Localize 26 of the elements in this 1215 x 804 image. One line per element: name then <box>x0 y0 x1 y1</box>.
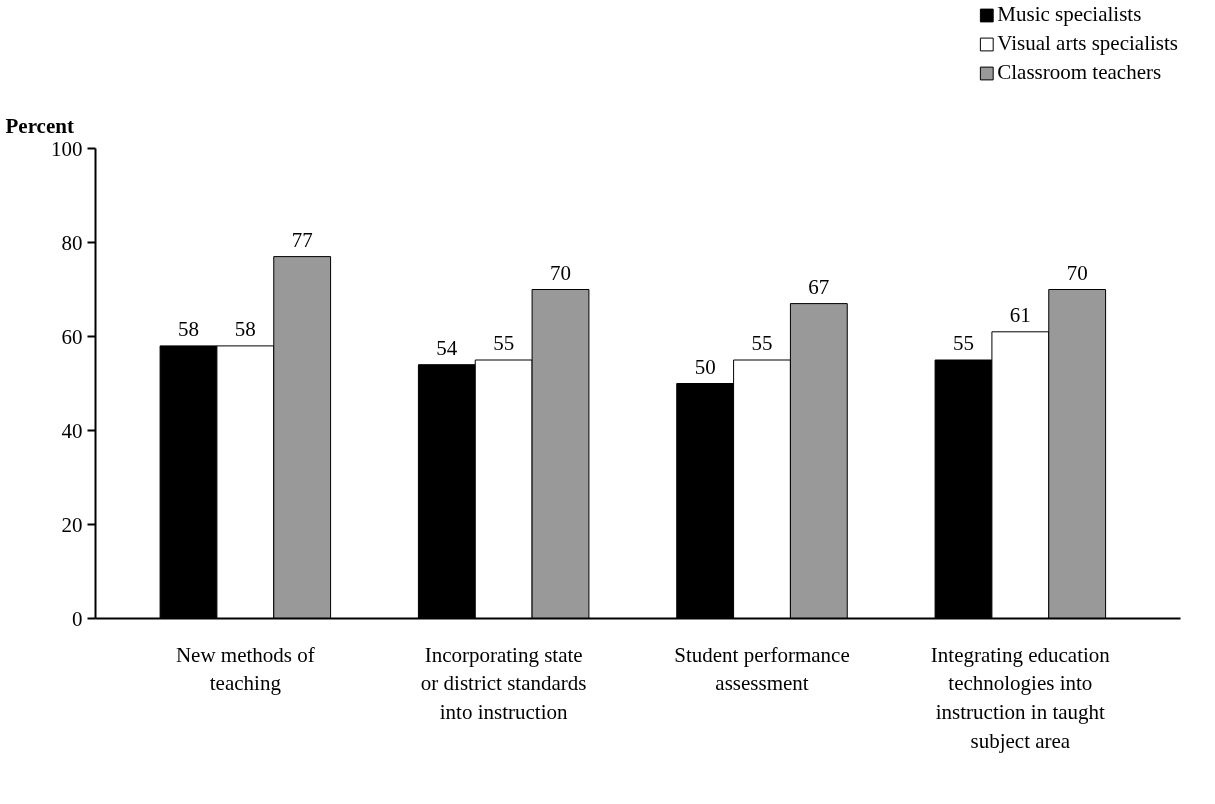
data-label: 61 <box>1009 302 1031 327</box>
data-label: 58 <box>178 316 199 341</box>
y-tick-label: 40 <box>61 418 83 443</box>
y-tick-label: 20 <box>61 512 83 537</box>
data-label: 77 <box>291 227 313 252</box>
data-label: 70 <box>1066 260 1088 285</box>
data-label: 58 <box>234 316 256 341</box>
x-tick-label: New methods of teaching <box>175 642 315 696</box>
data-label: 67 <box>808 274 830 299</box>
data-label: 55 <box>953 331 974 355</box>
data-label: 50 <box>694 354 716 379</box>
data-label: 70 <box>550 260 571 285</box>
y-tick-label: 0 <box>72 606 83 631</box>
x-tick-label: Student performance assessment <box>674 642 850 696</box>
data-label: 54 <box>436 335 458 360</box>
y-tick-label: 80 <box>61 230 83 255</box>
y-tick-label: 60 <box>61 324 83 349</box>
x-tick-label: Incorporating state or district standards into instruction <box>420 642 587 725</box>
legend-label: Music specialists <box>997 2 1142 27</box>
x-tick-label: Integrating education technologies into instruction in taught subject area <box>930 642 1111 753</box>
data-label: 55 <box>751 331 773 355</box>
y-tick-label: 100 <box>51 136 83 161</box>
data-label: 55 <box>493 331 515 355</box>
legend-label: Visual arts specialists <box>997 31 1178 56</box>
y-axis-title: Percent <box>5 113 74 138</box>
legend-label: Classroom teachers <box>997 60 1162 85</box>
